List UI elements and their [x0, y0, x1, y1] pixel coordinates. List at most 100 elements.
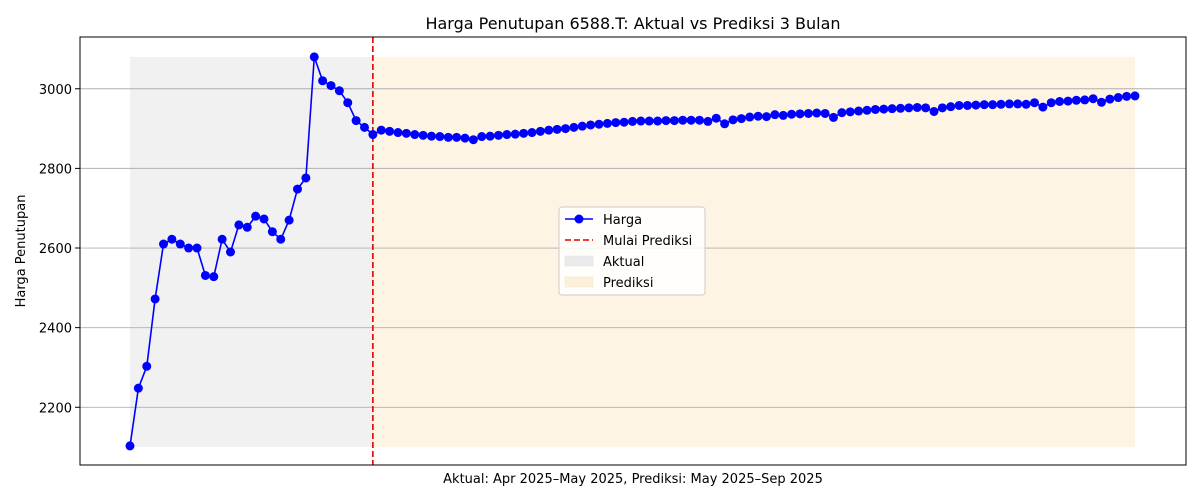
data-point [334, 86, 344, 96]
data-point [602, 118, 612, 128]
data-point [979, 100, 989, 110]
data-point [561, 124, 570, 134]
data-point [636, 116, 646, 126]
data-point [837, 108, 847, 118]
legend-aktual-label: Aktual [603, 255, 644, 270]
data-point [586, 120, 596, 130]
data-point [301, 173, 311, 183]
data-point [1088, 94, 1098, 104]
data-point [1063, 96, 1073, 106]
data-point [862, 105, 872, 115]
data-point [427, 131, 436, 141]
data-point [1080, 95, 1090, 105]
data-point [686, 115, 696, 125]
data-point [150, 294, 160, 304]
data-point [870, 104, 880, 114]
data-point [778, 110, 788, 120]
data-point [611, 118, 621, 128]
data-point [535, 126, 545, 136]
data-point [385, 126, 395, 136]
data-point [1004, 99, 1014, 109]
data-point [159, 239, 168, 249]
data-point [418, 130, 428, 140]
data-points [125, 52, 1140, 451]
data-point [762, 112, 771, 122]
data-point [452, 132, 462, 142]
data-point [745, 112, 755, 122]
data-point [125, 441, 135, 451]
y-axis-ticks: 2200 2400 2600 2800 3000 [39, 83, 80, 416]
data-point [251, 211, 261, 221]
legend-prediksi-label: Prediksi [603, 276, 653, 291]
data-point [619, 117, 629, 127]
data-point [410, 130, 420, 140]
data-point [267, 227, 277, 237]
data-point [628, 116, 637, 126]
data-point [1130, 91, 1140, 101]
legend-box [558, 206, 706, 296]
data-point [519, 128, 529, 138]
data-point [963, 100, 972, 110]
data-point [770, 110, 780, 120]
data-point [318, 76, 328, 86]
data-point [695, 115, 704, 125]
data-point [293, 184, 302, 194]
data-point [1055, 96, 1065, 106]
data-point [988, 100, 998, 110]
data-point [485, 131, 495, 141]
data-point [669, 116, 679, 126]
data-point [887, 104, 897, 114]
data-point [661, 116, 671, 126]
aktual-shade [130, 56, 373, 448]
data-point [1105, 94, 1115, 104]
data-point [703, 116, 713, 126]
data-point [711, 113, 721, 123]
data-point [167, 234, 177, 244]
legend-aktual-swatch [564, 255, 594, 267]
data-point [812, 108, 822, 118]
data-point [1113, 93, 1123, 103]
data-point [376, 125, 386, 135]
data-point [1030, 98, 1039, 108]
data-point [929, 106, 939, 116]
data-point [946, 102, 956, 112]
data-point [217, 234, 227, 244]
data-point [921, 103, 931, 113]
data-point [351, 116, 361, 126]
data-point [912, 102, 922, 112]
data-point [803, 108, 813, 118]
data-point [896, 103, 905, 113]
data-point [276, 234, 286, 244]
legend-harga-label: Harga [603, 213, 642, 228]
data-point [753, 111, 763, 121]
data-point [1097, 97, 1106, 107]
data-point [937, 103, 947, 113]
y-tick-label: 3000 [39, 83, 72, 98]
data-point [678, 115, 688, 125]
data-point [1038, 102, 1048, 112]
shade-layer [130, 56, 1135, 448]
data-point [644, 116, 654, 126]
data-point [259, 214, 269, 224]
data-point [494, 130, 503, 140]
data-point [368, 130, 378, 140]
data-point [954, 100, 964, 110]
y-tick-label: 2400 [39, 322, 72, 337]
data-point [1021, 99, 1031, 109]
data-point [510, 129, 520, 139]
data-point [1046, 98, 1056, 108]
data-point [393, 128, 403, 138]
data-point [996, 99, 1006, 109]
legend: Harga Mulai Prediksi Aktual Prediksi [558, 206, 706, 296]
data-point [284, 215, 294, 225]
data-point [879, 104, 889, 114]
data-point [209, 272, 219, 282]
data-point [234, 220, 244, 230]
plot-frame [79, 36, 1187, 466]
data-point [653, 116, 663, 126]
data-point [184, 243, 194, 253]
data-point [577, 121, 587, 131]
data-point [133, 383, 143, 393]
data-point [343, 98, 353, 108]
prediksi-shade [372, 56, 1135, 448]
